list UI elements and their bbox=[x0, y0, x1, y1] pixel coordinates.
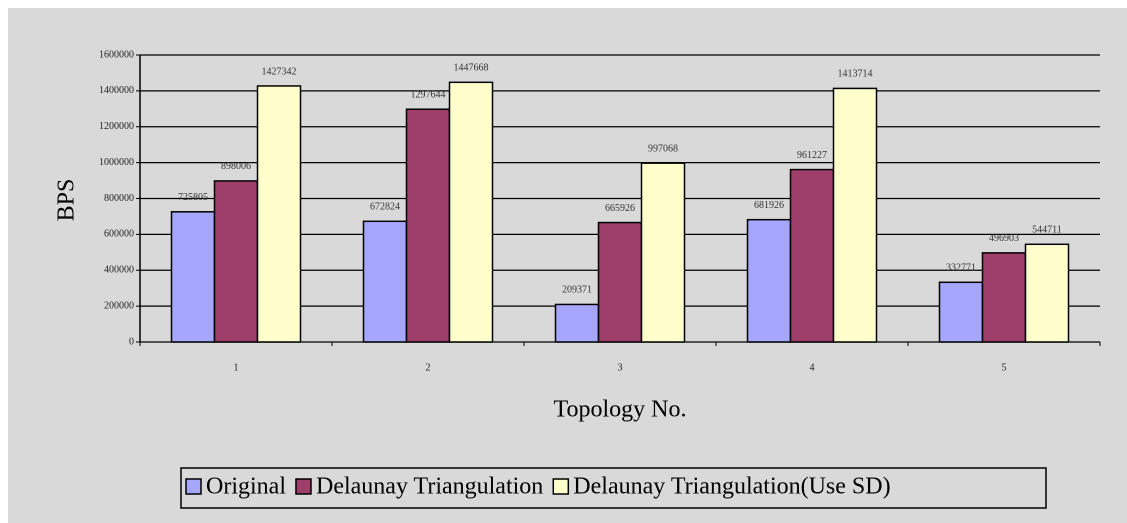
y-axis-title: BPS bbox=[54, 179, 80, 222]
data-label: 725805 bbox=[178, 192, 208, 203]
y-tick-label: 200000 bbox=[104, 300, 134, 311]
bar bbox=[213, 180, 259, 343]
legend-swatch bbox=[185, 478, 202, 495]
bar bbox=[938, 281, 984, 343]
data-label: 681926 bbox=[754, 200, 784, 211]
data-label: 1413714 bbox=[838, 69, 873, 80]
bar bbox=[981, 252, 1027, 343]
data-label: 209371 bbox=[562, 285, 592, 296]
data-label: 1447668 bbox=[454, 63, 489, 74]
bar bbox=[789, 168, 835, 343]
data-label: 961227 bbox=[797, 150, 827, 161]
x-tick-label: 3 bbox=[618, 362, 623, 373]
y-tick-label: 1600000 bbox=[99, 49, 134, 60]
bar bbox=[640, 162, 686, 343]
bar bbox=[597, 221, 643, 343]
legend-label: Original bbox=[206, 474, 286, 500]
x-tick-label: 5 bbox=[1002, 362, 1007, 373]
bar bbox=[832, 87, 878, 343]
data-label: 332771 bbox=[946, 263, 976, 274]
bar bbox=[448, 81, 494, 343]
bar bbox=[405, 108, 451, 343]
y-tick-label: 1200000 bbox=[99, 121, 134, 132]
y-tick-label: 1400000 bbox=[99, 85, 134, 96]
data-label: 898006 bbox=[221, 161, 251, 172]
data-label: 496903 bbox=[989, 233, 1019, 244]
data-label: 665926 bbox=[605, 203, 635, 214]
bar bbox=[170, 211, 216, 343]
x-tick-label: 2 bbox=[426, 362, 431, 373]
y-tick-label: 800000 bbox=[104, 193, 134, 204]
bar bbox=[362, 220, 408, 343]
y-tick-label: 400000 bbox=[104, 265, 134, 276]
data-label: 672824 bbox=[370, 202, 400, 213]
legend-label: Delaunay Triangulation bbox=[316, 474, 543, 500]
data-label: 997068 bbox=[648, 143, 678, 154]
y-tick-label: 1000000 bbox=[99, 157, 134, 168]
legend-label: Delaunay Triangulation(Use SD) bbox=[573, 474, 890, 500]
x-tick-label: 1 bbox=[234, 362, 239, 373]
data-label: 1427342 bbox=[262, 66, 297, 77]
bar bbox=[1024, 243, 1070, 343]
x-axis-title: Topology No. bbox=[554, 397, 687, 423]
y-tick-label: 0 bbox=[129, 336, 134, 347]
bar bbox=[554, 303, 600, 343]
y-tick-label: 600000 bbox=[104, 229, 134, 240]
bar bbox=[256, 85, 302, 343]
legend-swatch bbox=[295, 478, 312, 495]
data-label: 544711 bbox=[1032, 225, 1062, 236]
x-tick-label: 4 bbox=[810, 362, 815, 373]
bar bbox=[746, 218, 792, 343]
legend-box bbox=[180, 467, 1047, 509]
data-label: 1297644 bbox=[411, 90, 446, 101]
legend-swatch bbox=[552, 478, 570, 495]
